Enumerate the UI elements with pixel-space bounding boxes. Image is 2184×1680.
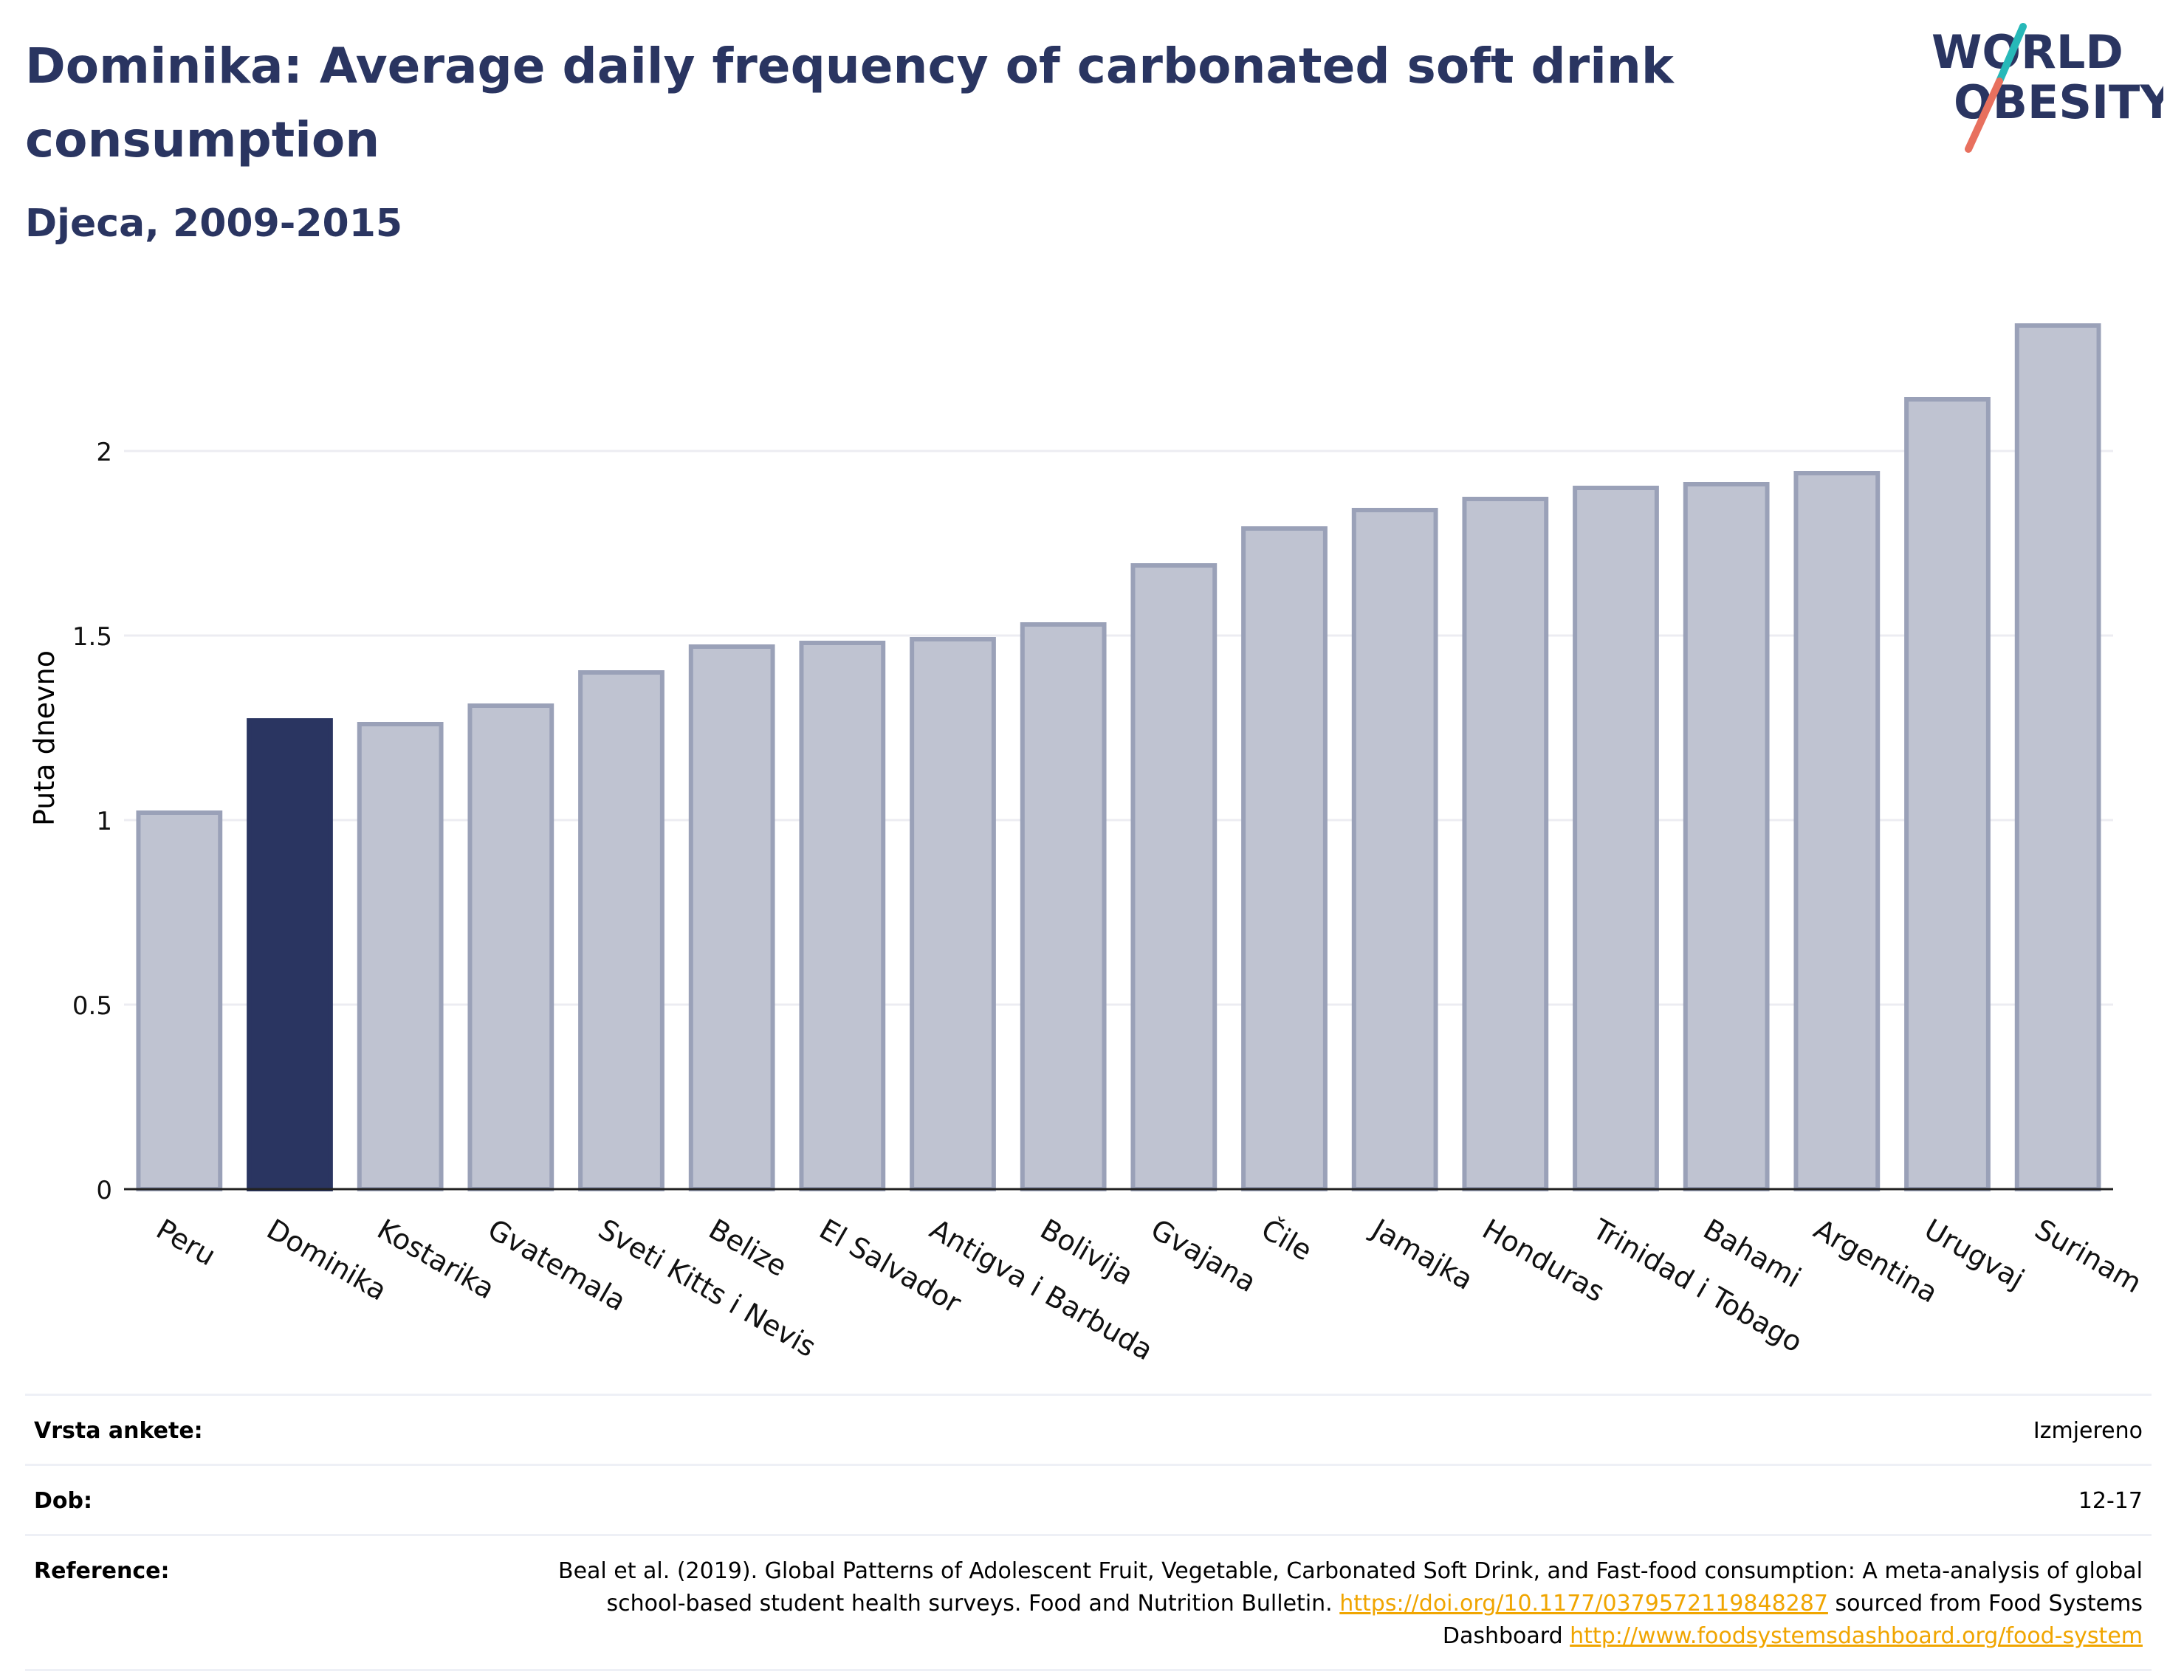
bar-8 — [1020, 622, 1107, 1191]
reference-doi-link[interactable]: https://doi.org/10.1177/0379572119848287 — [1339, 1591, 1828, 1617]
bar-14 — [1683, 482, 1770, 1191]
grid-lines — [124, 450, 2113, 1006]
bar-6 — [799, 641, 886, 1191]
y-tick-label: 1.5 — [72, 622, 112, 652]
logo-line1: WORLD — [1931, 25, 2123, 79]
bar-17 — [2014, 323, 2101, 1191]
reference-dashboard-link[interactable]: http://www.foodsystemsdashboard.org/food… — [1570, 1623, 2143, 1649]
bar-12 — [1462, 497, 1549, 1191]
bar-4 — [578, 670, 665, 1191]
y-tick-label: 1 — [96, 807, 112, 836]
x-tick-label: Dominika — [261, 1213, 392, 1307]
y-tick-label: 0.5 — [72, 991, 112, 1021]
x-tick-label: Honduras — [1477, 1213, 1610, 1309]
bar-2 — [357, 722, 444, 1191]
survey-label: Vrsta ankete: — [25, 1394, 486, 1465]
bar-13 — [1573, 486, 1659, 1191]
y-tick-labels: 0 0.5 1 1.5 2 — [72, 438, 112, 1205]
survey-value: Izmjereno — [486, 1394, 2152, 1465]
reference-value: Beal et al. (2019). Global Patterns of A… — [486, 1534, 2152, 1671]
y-tick-label: 2 — [96, 438, 112, 467]
bars — [136, 323, 2101, 1191]
bar-9 — [1130, 563, 1218, 1191]
chart-title: Dominika: Average daily frequency of car… — [25, 38, 1674, 168]
x-tick-label: Peru — [151, 1213, 221, 1272]
reference-label: Reference: — [25, 1534, 486, 1671]
x-tick-label: Kostarika — [372, 1213, 501, 1306]
reference-text-2: sourced from Food Systems Dashboard — [1442, 1591, 2143, 1649]
survey-row: Vrsta ankete: Izmjereno — [25, 1394, 2152, 1465]
chart-subtitle: Djeca, 2009-2015 — [25, 202, 403, 246]
x-tick-label: Argentina — [1808, 1213, 1943, 1309]
bar-15 — [1793, 471, 1881, 1191]
reference-text-1: Beal et al. (2019). Global Patterns of A… — [557, 1558, 2143, 1617]
bar-11 — [1351, 508, 1438, 1191]
x-tick-label: Čile — [1256, 1213, 1318, 1267]
x-tick-label: Belize — [704, 1213, 793, 1283]
bar-10 — [1241, 526, 1328, 1191]
x-tick-label: Surinam — [2030, 1213, 2148, 1299]
x-tick-label: Jamajka — [1365, 1212, 1479, 1296]
x-tick-label: Gvajana — [1145, 1213, 1261, 1298]
reference-row: Reference: Beal et al. (2019). Global Pa… — [25, 1534, 2152, 1671]
age-row: Dob: 12-17 — [25, 1464, 2152, 1535]
bar-5 — [688, 644, 775, 1191]
world-obesity-logo: WORLD OBESITY — [1931, 23, 2163, 153]
bar-16 — [1904, 397, 1991, 1191]
age-label: Dob: — [25, 1464, 486, 1535]
age-value: 12-17 — [486, 1464, 2152, 1535]
info-table: Vrsta ankete: Izmjereno Dob: 12-17 Refer… — [25, 1394, 2152, 1671]
bar-chart: 00.511.52 Peru DominikaKostarikaGvatemala… — [72, 323, 2147, 1366]
x-tick-label: Trinidad i Tobago — [1587, 1212, 1808, 1358]
bar-0 — [136, 810, 223, 1191]
y-tick-label: 0 — [96, 1176, 112, 1205]
y-axis-title: Puta dnevno — [28, 650, 61, 827]
bar-1 — [247, 718, 333, 1191]
bar-7 — [910, 637, 996, 1191]
bar-3 — [467, 703, 554, 1191]
logo-slash-teal — [1996, 23, 2027, 85]
logo-slash-red — [1965, 78, 2003, 153]
